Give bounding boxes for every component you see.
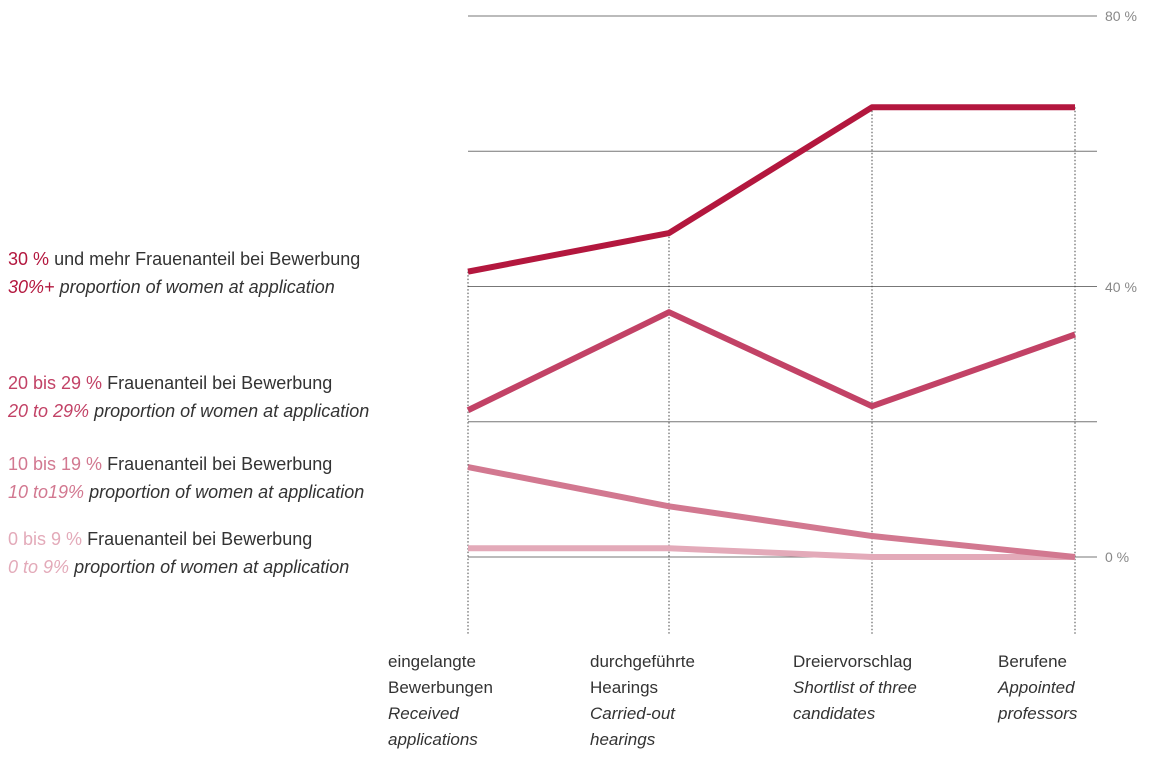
y-tick-text: 40 % — [1105, 278, 1137, 295]
legend-label: proportion of women at application — [59, 277, 335, 297]
legend-label: Frauenanteil bei Bewerbung — [107, 454, 333, 474]
legend-entry: 30 % und mehr Frauenanteil bei Bewerbung 3… — [8, 245, 360, 301]
legend-prefix: 10 bis 19 % — [8, 454, 103, 474]
legend-prefix: 30 % — [8, 249, 50, 269]
legend-line-de: 30 % und mehr Frauenanteil bei Bewerbung — [8, 245, 360, 273]
x-label-text: durchgeführte Hearings — [590, 652, 695, 697]
x-label-text: Carried-out hearings — [590, 704, 676, 749]
legend-line-en: 10 to19% proportion of women at applicati… — [8, 478, 364, 506]
legend-label: Frauenanteil bei Bewerbung — [107, 373, 333, 393]
x-tick-label: Dreiervorschlag Shortlist of three candid… — [793, 649, 958, 727]
x-tick-label: durchgeführte Hearings Carried-out hearin… — [590, 649, 702, 753]
x-label-de: Berufene — [998, 649, 1110, 675]
y-tick-text: 0 % — [1105, 549, 1130, 565]
legend-line-de: 0 bis 9 % Frauenanteil bei Bewerbung — [8, 525, 349, 553]
series-line — [467, 464, 1076, 560]
legend-line-en: 0 to 9% proportion of women at applicatio… — [8, 553, 349, 581]
x-label-de: eingelangte Bewerbungen — [388, 649, 500, 701]
legend-prefix: 30%+ — [8, 277, 55, 297]
legend-label: proportion of women at application — [74, 557, 350, 577]
x-label-en: Appointed professors — [998, 675, 1110, 727]
x-label-text: Shortlist of three candidates — [793, 678, 917, 723]
x-tick-label: eingelangte Bewerbungen Received applicat… — [388, 649, 500, 753]
x-tick-label: Berufene Appointed professors — [998, 649, 1110, 727]
legend-prefix: 0 bis 9 % — [8, 529, 83, 549]
series-line — [466, 309, 1076, 413]
x-label-de: durchgeführte Hearings — [590, 649, 702, 701]
legend-prefix: 20 bis 29 % — [8, 373, 103, 393]
x-label-en: Carried-out hearings — [590, 701, 702, 753]
y-tick-label: 80 % — [1105, 8, 1137, 24]
legend-label: Frauenanteil bei Bewerbung — [87, 529, 313, 549]
legend-entry: 0 bis 9 % Frauenanteil bei Bewerbung 0 to … — [8, 525, 349, 581]
x-label-text: Received applications — [388, 704, 478, 749]
x-label-text: Appointed professors — [998, 678, 1078, 723]
x-label-en: Shortlist of three candidates — [793, 675, 958, 727]
x-label-text: Dreiervorschlag — [793, 652, 913, 671]
legend-entry: 20 bis 29 % Frauenanteil bei Bewerbung 20 … — [8, 369, 369, 425]
legend-prefix: 10 to19% — [8, 482, 85, 502]
x-label-text: Berufene — [998, 652, 1067, 671]
y-tick-label: 0 % — [1105, 549, 1129, 565]
y-tick-text: 80 % — [1105, 8, 1137, 24]
series-line — [468, 545, 1075, 560]
legend-label: proportion of women at application — [89, 482, 365, 502]
legend-line-en: 30%+ proportion of women at application — [8, 273, 360, 301]
x-label-en: Received applications — [388, 701, 500, 753]
legend-entry: 10 bis 19 % Frauenanteil bei Bewerbung 10 … — [8, 450, 364, 506]
legend-line-de: 10 bis 19 % Frauenanteil bei Bewerbung — [8, 450, 364, 478]
x-label-text: eingelangte Bewerbungen — [388, 652, 493, 697]
legend-prefix: 0 to 9% — [8, 557, 70, 577]
legend-line-de: 20 bis 29 % Frauenanteil bei Bewerbung — [8, 369, 369, 397]
x-label-de: Dreiervorschlag — [793, 649, 958, 675]
legend-label: und mehr Frauenanteil bei Bewerbung — [54, 249, 361, 269]
series-line — [467, 104, 1075, 275]
y-tick-label: 40 % — [1105, 279, 1137, 295]
legend-prefix: 20 to 29% — [8, 401, 90, 421]
legend-label: proportion of women at application — [94, 401, 370, 421]
legend-line-en: 20 to 29% proportion of women at applicat… — [8, 397, 369, 425]
